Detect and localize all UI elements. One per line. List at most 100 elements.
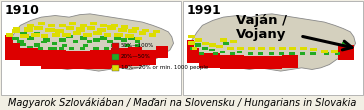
Text: Vaján /
Vojany: Vaján / Vojany <box>236 14 287 41</box>
Bar <box>321 50 328 53</box>
Polygon shape <box>244 56 265 69</box>
Bar <box>114 33 123 37</box>
Bar <box>209 43 216 47</box>
Bar <box>12 29 20 33</box>
Bar <box>62 44 67 47</box>
Bar <box>111 44 116 47</box>
Bar <box>324 52 329 55</box>
Bar <box>213 52 218 55</box>
Bar <box>97 28 106 32</box>
Bar <box>227 47 234 50</box>
Bar <box>248 47 254 50</box>
Bar <box>17 40 24 43</box>
Bar <box>269 47 276 50</box>
Bar <box>34 43 40 47</box>
Bar <box>289 47 296 50</box>
Bar <box>335 52 340 55</box>
Bar <box>59 38 66 42</box>
Bar <box>48 47 54 50</box>
Bar <box>125 34 134 38</box>
Polygon shape <box>5 43 20 60</box>
Polygon shape <box>66 51 90 69</box>
Bar <box>189 35 195 38</box>
Bar <box>83 44 88 47</box>
Bar <box>135 44 141 47</box>
Bar <box>69 22 76 25</box>
Bar <box>87 26 95 30</box>
Bar <box>107 25 116 30</box>
Bar <box>107 40 112 43</box>
Bar <box>195 43 201 47</box>
Bar <box>128 29 137 33</box>
Bar <box>128 37 135 40</box>
Bar <box>1 1 181 95</box>
Bar <box>279 47 286 50</box>
Bar <box>209 49 215 51</box>
Bar <box>55 29 64 33</box>
Text: 1991: 1991 <box>187 4 222 17</box>
Bar <box>45 28 55 32</box>
Bar <box>279 52 284 55</box>
Bar <box>20 32 27 35</box>
Text: 1910: 1910 <box>5 4 40 17</box>
Bar <box>220 38 227 42</box>
Bar <box>111 24 118 27</box>
Bar <box>183 1 363 95</box>
Text: 50%—100%: 50%—100% <box>121 43 154 48</box>
Polygon shape <box>5 35 13 46</box>
Bar <box>27 36 34 40</box>
Bar <box>269 52 274 55</box>
Polygon shape <box>220 55 244 69</box>
Bar <box>66 26 74 30</box>
Text: 10%—20% or min. 1000 people: 10%—20% or min. 1000 people <box>121 65 208 70</box>
Bar <box>52 42 57 45</box>
Bar <box>258 47 265 50</box>
Bar <box>94 31 102 35</box>
Bar <box>80 47 85 50</box>
Text: Magyarok Szlovákiában / Maďari na Slovensku / Hungarians in Slovakia: Magyarok Szlovákiában / Maďari na Sloven… <box>8 97 356 108</box>
Bar <box>192 47 197 50</box>
Bar <box>7 33 13 37</box>
Bar <box>199 52 204 55</box>
Bar <box>202 42 209 45</box>
Bar <box>195 38 202 42</box>
Bar <box>189 41 195 45</box>
Bar <box>132 27 139 30</box>
Bar <box>27 46 33 48</box>
Bar <box>100 24 107 27</box>
Polygon shape <box>156 46 168 58</box>
Polygon shape <box>338 45 354 60</box>
Bar <box>289 52 294 55</box>
Bar <box>87 40 92 43</box>
Bar <box>38 47 43 50</box>
Bar <box>112 54 119 60</box>
Bar <box>237 47 244 50</box>
Bar <box>341 42 347 45</box>
Bar <box>52 33 60 37</box>
Polygon shape <box>265 56 282 69</box>
Bar <box>76 27 85 32</box>
Bar <box>135 40 141 43</box>
Bar <box>27 24 34 27</box>
Bar <box>100 36 107 40</box>
Text: 20%—50%: 20%—50% <box>121 54 151 59</box>
Bar <box>94 38 100 42</box>
Bar <box>202 47 207 50</box>
Bar <box>135 37 142 40</box>
Bar <box>121 38 127 42</box>
Bar <box>223 42 229 45</box>
Bar <box>43 38 50 42</box>
Bar <box>153 30 159 33</box>
Bar <box>90 22 97 25</box>
Bar <box>24 27 33 32</box>
Polygon shape <box>187 40 194 50</box>
Bar <box>230 40 237 43</box>
Bar <box>13 27 20 30</box>
Bar <box>125 44 130 47</box>
Bar <box>112 43 119 49</box>
Bar <box>38 22 45 25</box>
Bar <box>62 33 71 37</box>
Bar <box>94 47 99 50</box>
Bar <box>31 33 40 37</box>
Bar <box>41 34 48 38</box>
